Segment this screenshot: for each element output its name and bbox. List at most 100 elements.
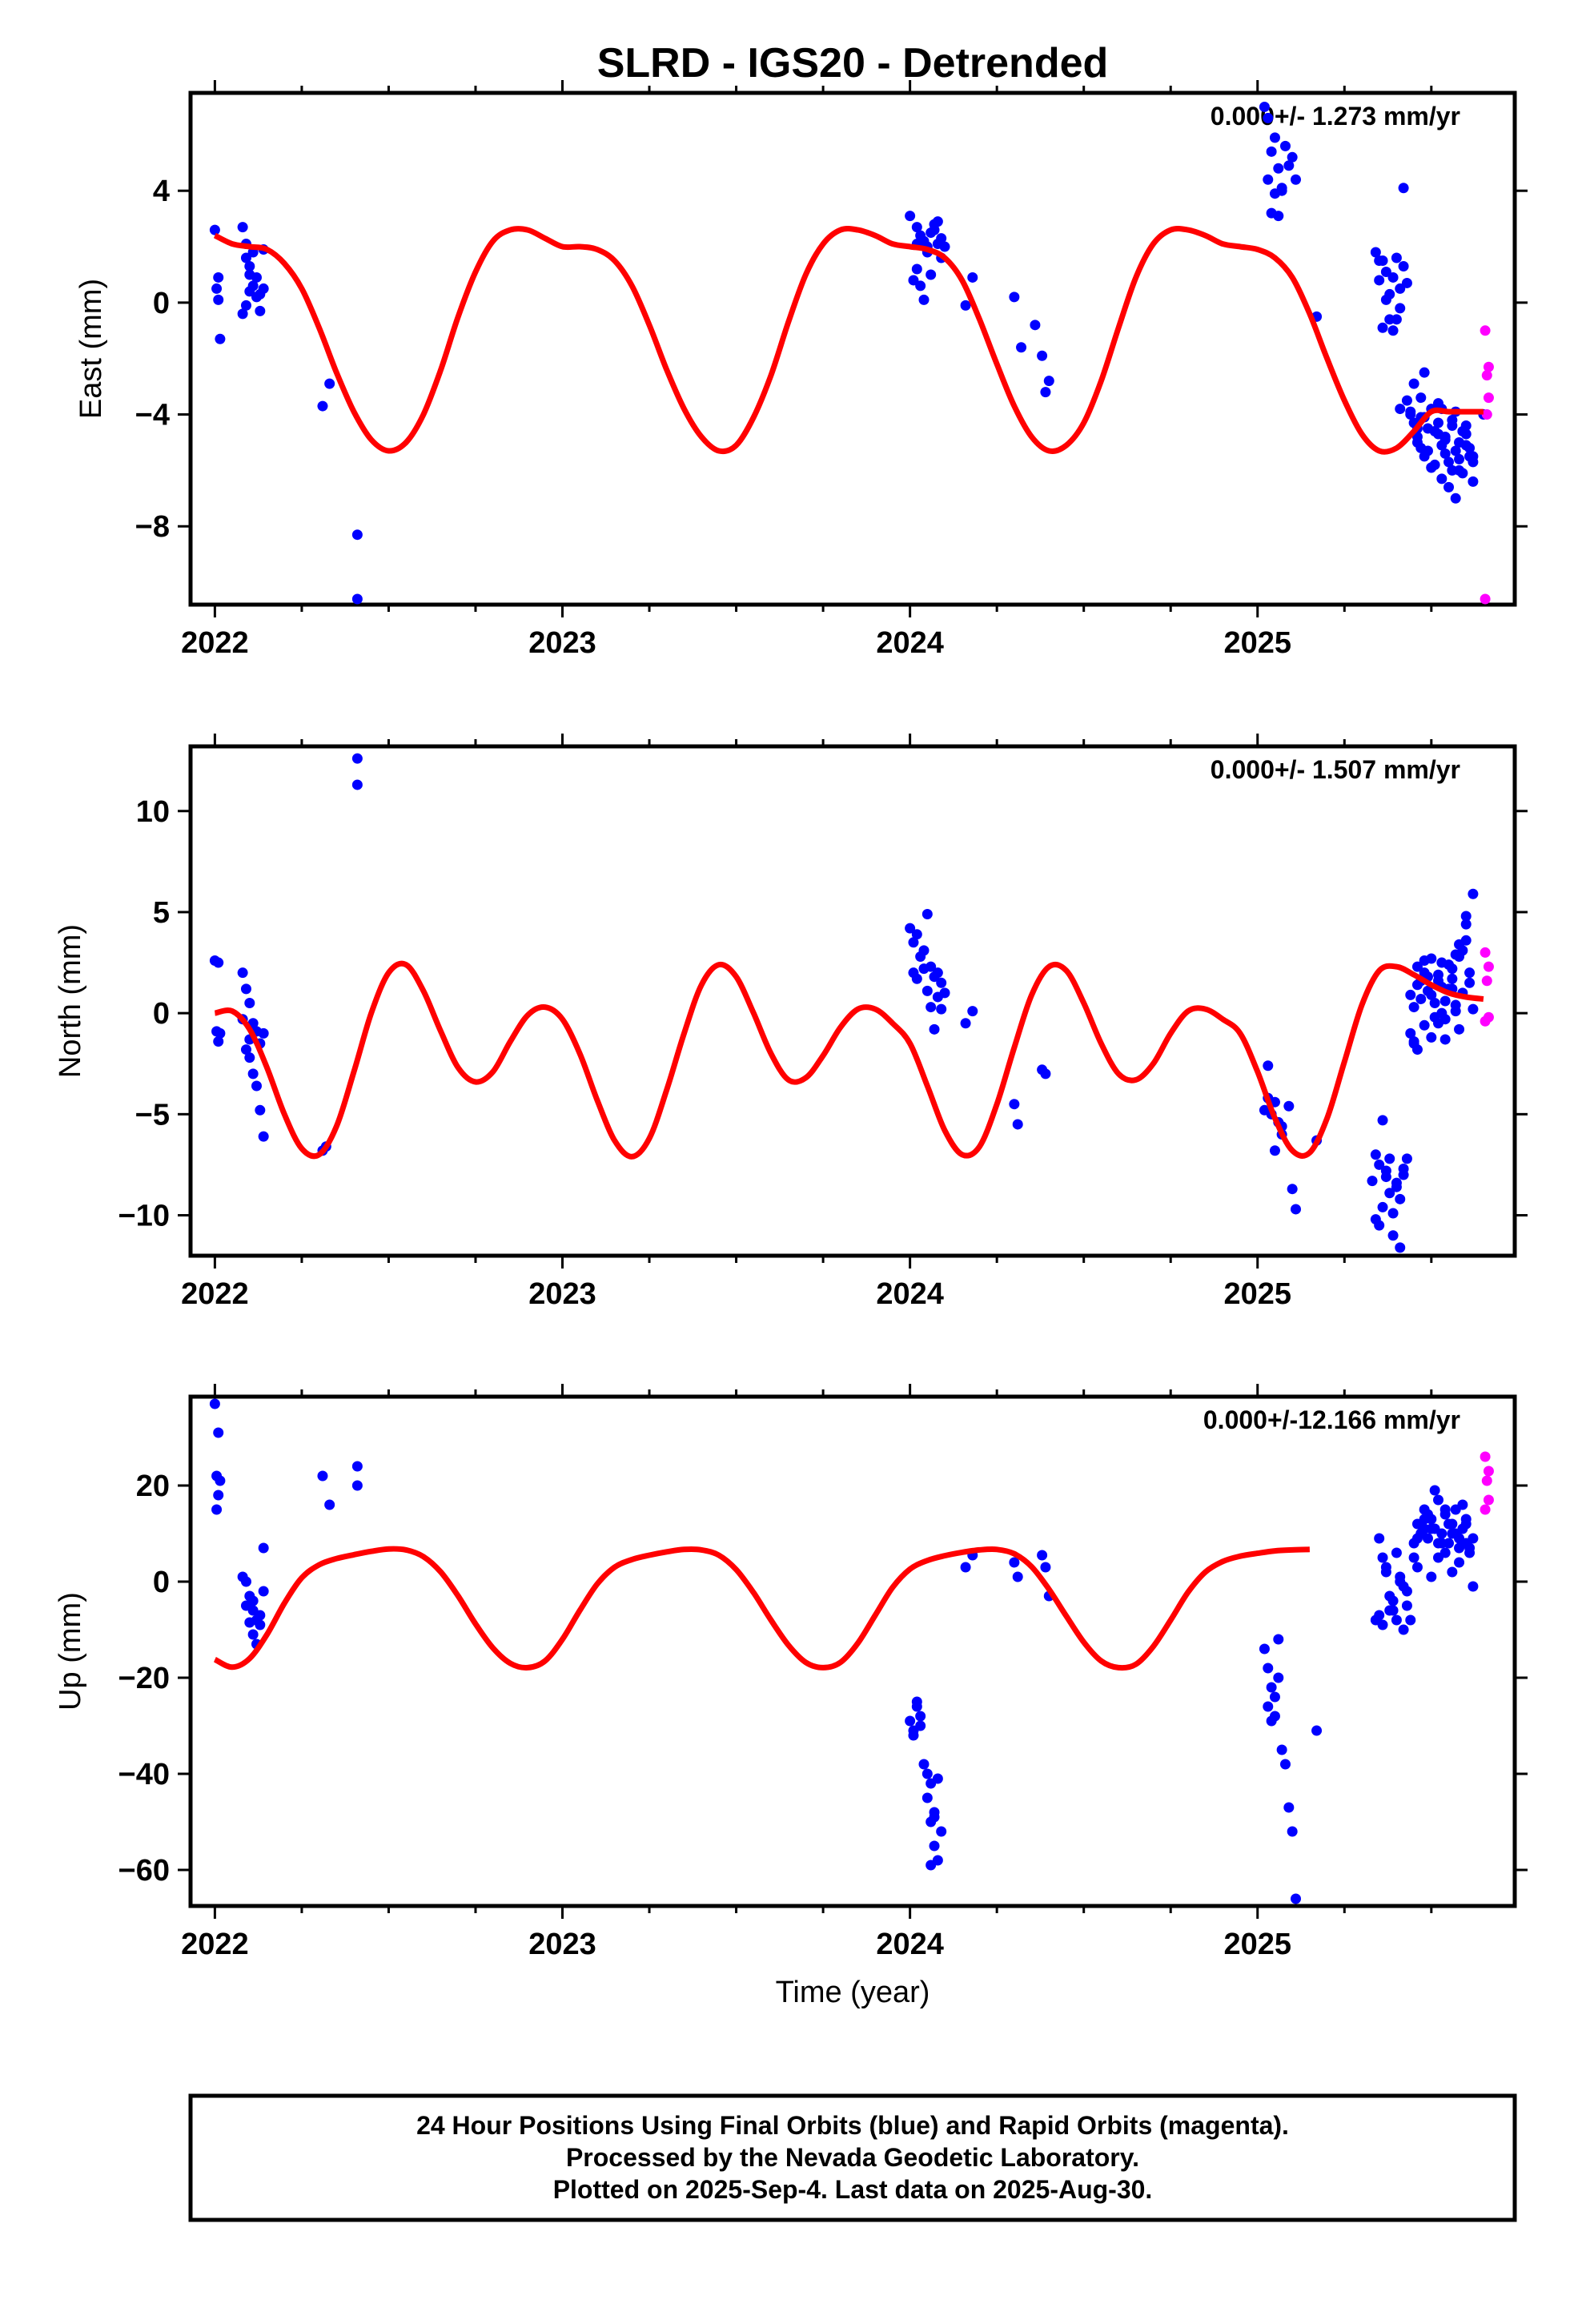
north-x-tick-label: 2023 [528, 1277, 596, 1311]
footer-line-1: 24 Hour Positions Using Final Orbits (bl… [416, 2111, 1289, 2140]
up-final-point [908, 1730, 919, 1741]
north-final-point [1454, 1023, 1465, 1035]
north-final-point [1411, 1044, 1423, 1055]
east-final-point [1398, 183, 1409, 194]
up-y-tick-label: 0 [153, 1566, 170, 1599]
up-final-point [1419, 1514, 1430, 1525]
north-final-point [932, 991, 943, 1003]
east-final-point [1443, 456, 1455, 468]
east-final-point [351, 529, 363, 541]
east-final-point [1468, 451, 1479, 462]
up-final-point [1411, 1562, 1423, 1573]
north-final-point [240, 983, 251, 995]
east-final-point [908, 275, 919, 286]
north-final-point [1411, 961, 1423, 972]
east-final-point [1436, 473, 1447, 485]
north-final-point [213, 957, 224, 968]
east-rapid-point [1483, 392, 1494, 404]
east-final-point [1009, 292, 1020, 303]
up-rapid-point [1480, 1504, 1491, 1515]
north-final-point [936, 1003, 947, 1015]
east-final-point [1450, 493, 1461, 504]
north-final-point [1380, 1172, 1391, 1183]
east-final-point [251, 271, 262, 283]
north-final-point [258, 1027, 269, 1039]
up-final-point [247, 1595, 259, 1606]
up-final-point [351, 1480, 363, 1491]
up-final-point [1384, 1605, 1395, 1616]
east-final-point [911, 263, 922, 275]
up-final-point [1398, 1581, 1409, 1592]
east-final-point [967, 271, 978, 283]
north-final-point [247, 1068, 259, 1080]
up-x-tick-label: 2025 [1223, 1928, 1291, 1961]
up-final-point [351, 1461, 363, 1472]
east-final-point [1030, 320, 1041, 331]
east-final-point [915, 280, 926, 292]
up-rate-label: 0.000+/-12.166 mm/yr [1203, 1405, 1460, 1434]
north-final-point [1040, 1068, 1051, 1080]
north-final-point [1408, 1002, 1419, 1013]
north-rapid-point [1481, 975, 1492, 987]
north-final-point [1283, 1100, 1295, 1112]
up-final-point [213, 1490, 224, 1501]
north-final-point [1398, 1163, 1409, 1174]
up-final-point [1380, 1562, 1391, 1573]
east-final-point [1263, 112, 1274, 123]
north-final-point [908, 967, 919, 979]
east-final-point [1405, 409, 1416, 420]
east-final-point [1016, 342, 1027, 353]
north-final-point [258, 1131, 269, 1142]
east-final-point [1279, 140, 1291, 151]
up-final-point [1405, 1614, 1416, 1626]
east-rapid-point [1480, 593, 1491, 605]
east-final-point [1283, 160, 1295, 171]
north-final-point [351, 753, 363, 764]
up-final-point [932, 1773, 943, 1784]
east-final-point [1273, 211, 1284, 222]
up-final-point [1391, 1547, 1402, 1558]
up-final-point [211, 1504, 223, 1515]
up-final-point [915, 1720, 926, 1731]
up-final-point [1377, 1552, 1388, 1563]
up-final-point [1269, 1691, 1280, 1703]
north-final-point [1450, 949, 1461, 960]
north-rate-label: 0.000+/- 1.507 mm/yr [1211, 755, 1460, 784]
north-final-point [1395, 1193, 1406, 1204]
east-final-point [1377, 322, 1388, 333]
up-final-point [1263, 1701, 1274, 1712]
north-final-point [1374, 1220, 1385, 1231]
east-final-point [255, 305, 266, 316]
up-final-point [1460, 1518, 1472, 1530]
up-final-point [1037, 1550, 1048, 1561]
east-final-point [1398, 260, 1409, 271]
north-final-point [1367, 1176, 1378, 1187]
east-final-point [215, 333, 226, 344]
north-final-point [1450, 1006, 1461, 1017]
up-final-point [209, 1398, 220, 1409]
up-y-tick-label: −60 [118, 1854, 170, 1888]
up-final-point [215, 1475, 226, 1486]
north-final-point [918, 963, 930, 975]
north-final-point [1395, 1242, 1406, 1253]
east-final-point [905, 211, 916, 222]
up-final-point [1374, 1610, 1385, 1621]
east-final-point [1460, 440, 1472, 451]
north-final-point [1387, 1230, 1399, 1241]
north-final-point [255, 1104, 266, 1116]
up-final-point [1395, 1571, 1406, 1582]
east-final-point [1432, 417, 1443, 428]
east-final-point [1401, 395, 1412, 406]
east-final-point [240, 300, 251, 311]
east-final-point [1259, 101, 1270, 112]
east-final-point [1273, 163, 1284, 174]
east-final-point [1287, 151, 1298, 163]
up-final-point [1419, 1523, 1430, 1534]
north-x-tick-label: 2025 [1223, 1277, 1291, 1311]
up-final-point [317, 1470, 328, 1482]
north-final-point [1263, 1060, 1274, 1072]
north-y-tick-label: 5 [153, 896, 170, 930]
north-final-point [1287, 1184, 1298, 1195]
east-final-point [1374, 275, 1385, 286]
up-final-point [1460, 1538, 1472, 1549]
